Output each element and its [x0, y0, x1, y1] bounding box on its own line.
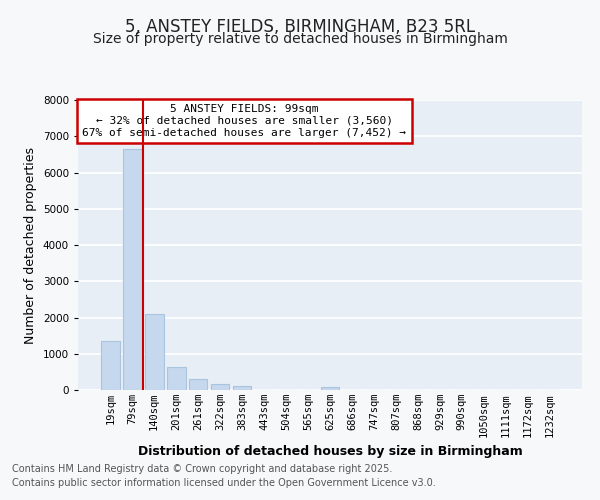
Text: 5, ANSTEY FIELDS, BIRMINGHAM, B23 5RL: 5, ANSTEY FIELDS, BIRMINGHAM, B23 5RL — [125, 18, 475, 36]
Bar — [211, 384, 229, 390]
Bar — [189, 379, 208, 390]
Y-axis label: Number of detached properties: Number of detached properties — [24, 146, 37, 344]
Text: Size of property relative to detached houses in Birmingham: Size of property relative to detached ho… — [92, 32, 508, 46]
Text: 5 ANSTEY FIELDS: 99sqm
← 32% of detached houses are smaller (3,560)
67% of semi-: 5 ANSTEY FIELDS: 99sqm ← 32% of detached… — [82, 104, 406, 138]
Bar — [320, 387, 340, 390]
X-axis label: Distribution of detached houses by size in Birmingham: Distribution of detached houses by size … — [137, 445, 523, 458]
Text: Contains HM Land Registry data © Crown copyright and database right 2025.: Contains HM Land Registry data © Crown c… — [12, 464, 392, 474]
Text: Contains public sector information licensed under the Open Government Licence v3: Contains public sector information licen… — [12, 478, 436, 488]
Bar — [123, 149, 142, 390]
Bar — [167, 367, 185, 390]
Bar — [233, 386, 251, 390]
Bar — [101, 342, 119, 390]
Bar — [145, 314, 164, 390]
